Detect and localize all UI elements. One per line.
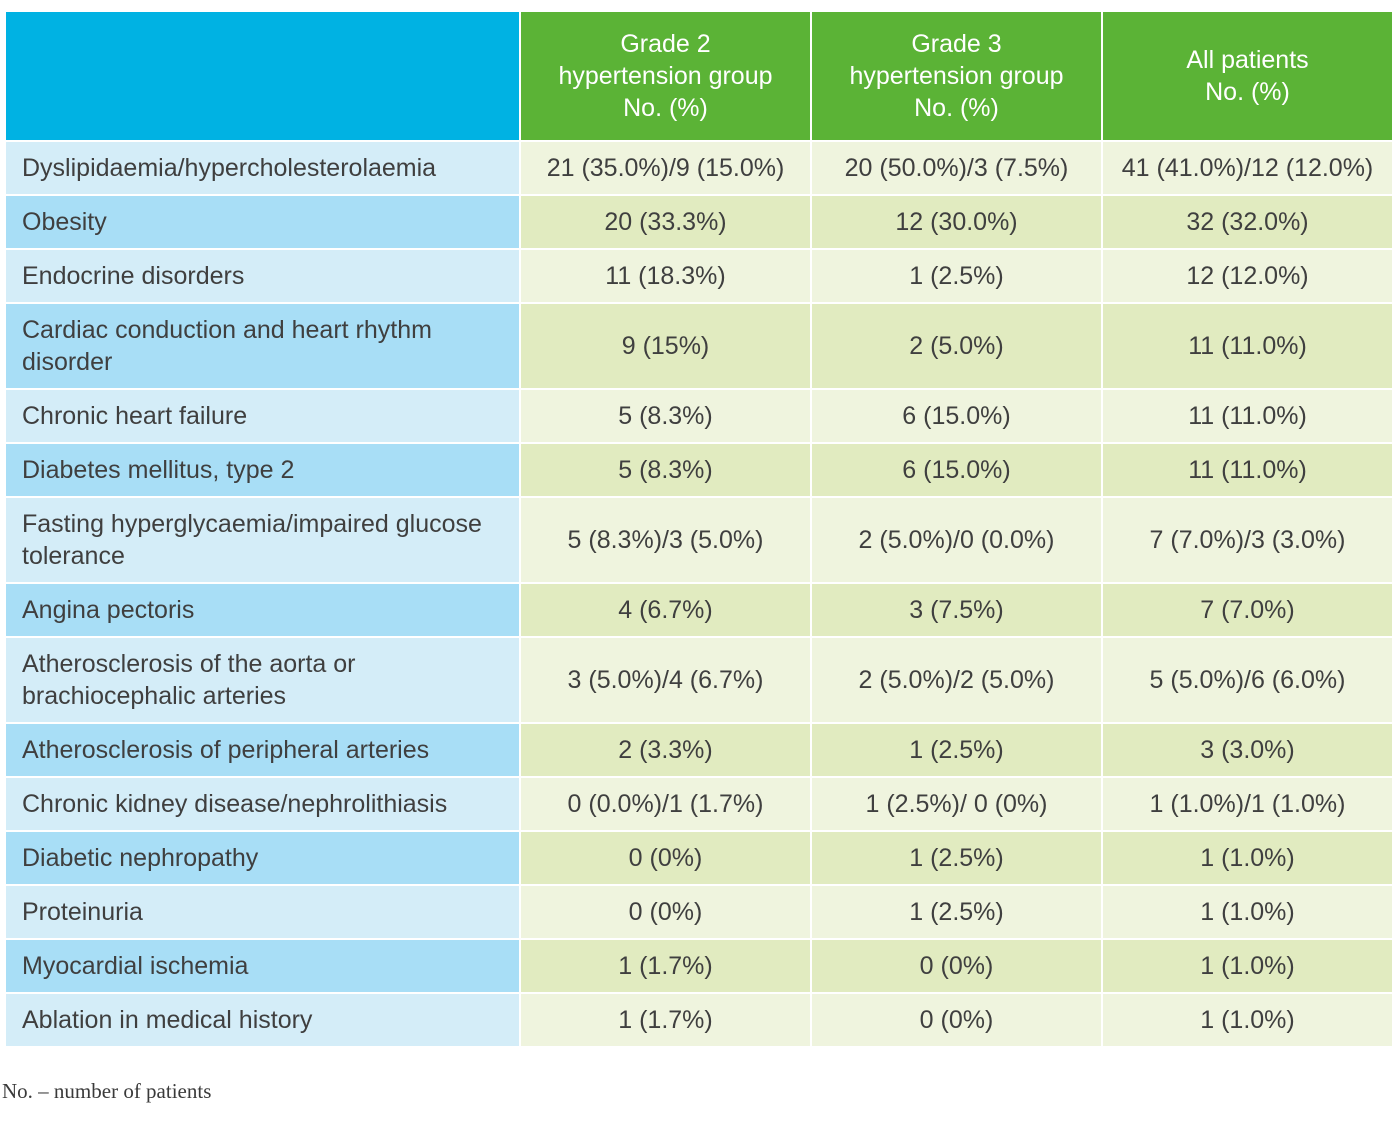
cell-grade3: 1 (2.5%) <box>810 884 1103 940</box>
cell-all: 7 (7.0%)/3 (3.0%) <box>1101 496 1394 584</box>
cell-all: 41 (41.0%)/12 (12.0%) <box>1101 140 1394 196</box>
cell-grade2: 0 (0%) <box>519 830 812 886</box>
row-label: Angina pectoris <box>4 582 521 638</box>
cell-grade3: 1 (2.5%)/ 0 (0%) <box>810 776 1103 832</box>
header-blank-cell <box>4 10 521 142</box>
row-label: Atherosclerosis of peripheral arteries <box>4 722 521 778</box>
cell-grade2: 3 (5.0%)/4 (6.7%) <box>519 636 812 724</box>
cell-grade3: 20 (50.0%)/3 (7.5%) <box>810 140 1103 196</box>
cell-all: 1 (1.0%) <box>1101 992 1394 1048</box>
row-label: Chronic heart failure <box>4 388 521 444</box>
row-label: Fasting hyperglycaemia/impaired glucose … <box>4 496 521 584</box>
cell-grade3: 1 (2.5%) <box>810 830 1103 886</box>
row-label: Endocrine disorders <box>4 248 521 304</box>
cell-all: 11 (11.0%) <box>1101 442 1394 498</box>
cell-grade2: 1 (1.7%) <box>519 938 812 994</box>
header-grade3-line3: No. (%) <box>914 94 999 122</box>
table-row: Fasting hyperglycaemia/impaired glucose … <box>4 496 1394 584</box>
cell-grade2: 0 (0%) <box>519 884 812 940</box>
table-row: Diabetes mellitus, type 2 5 (8.3%) 6 (15… <box>4 442 1394 498</box>
table-row: Obesity 20 (33.3%) 12 (30.0%) 32 (32.0%) <box>4 194 1394 250</box>
cell-grade3: 12 (30.0%) <box>810 194 1103 250</box>
cell-grade2: 20 (33.3%) <box>519 194 812 250</box>
cell-all: 1 (1.0%)/1 (1.0%) <box>1101 776 1394 832</box>
row-label: Myocardial ischemia <box>4 938 521 994</box>
header-all-line2: No. (%) <box>1205 78 1290 106</box>
cell-grade2: 4 (6.7%) <box>519 582 812 638</box>
cell-grade3: 2 (5.0%)/0 (0.0%) <box>810 496 1103 584</box>
header-grade2-line2: hypertension group <box>558 62 773 90</box>
cell-grade2: 2 (3.3%) <box>519 722 812 778</box>
cell-grade2: 0 (0.0%)/1 (1.7%) <box>519 776 812 832</box>
header-grade3-line2: hypertension group <box>849 62 1064 90</box>
row-label: Chronic kidney disease/nephrolithiasis <box>4 776 521 832</box>
row-label: Diabetic nephropathy <box>4 830 521 886</box>
cell-grade3: 6 (15.0%) <box>810 388 1103 444</box>
table-row: Endocrine disorders 11 (18.3%) 1 (2.5%) … <box>4 248 1394 304</box>
cell-grade3: 1 (2.5%) <box>810 248 1103 304</box>
row-label: Dyslipidaemia/hypercholesterolaemia <box>4 140 521 196</box>
table-row: Atherosclerosis of peripheral arteries 2… <box>4 722 1394 778</box>
cell-all: 12 (12.0%) <box>1101 248 1394 304</box>
row-label: Diabetes mellitus, type 2 <box>4 442 521 498</box>
table-row: Atherosclerosis of the aorta or brachioc… <box>4 636 1394 724</box>
cell-grade3: 3 (7.5%) <box>810 582 1103 638</box>
header-grade3: Grade 3 hypertension group No. (%) <box>810 10 1103 142</box>
table-row: Cardiac conduction and heart rhythm diso… <box>4 302 1394 390</box>
cell-all: 7 (7.0%) <box>1101 582 1394 638</box>
table-row: Angina pectoris 4 (6.7%) 3 (7.5%) 7 (7.0… <box>4 582 1394 638</box>
cell-grade2: 11 (18.3%) <box>519 248 812 304</box>
cell-grade2: 5 (8.3%)/3 (5.0%) <box>519 496 812 584</box>
table-row: Myocardial ischemia 1 (1.7%) 0 (0%) 1 (1… <box>4 938 1394 994</box>
row-label: Proteinuria <box>4 884 521 940</box>
row-label: Ablation in medical history <box>4 992 521 1048</box>
table-row: Chronic kidney disease/nephrolithiasis 0… <box>4 776 1394 832</box>
row-label: Cardiac conduction and heart rhythm diso… <box>4 302 521 390</box>
cell-all: 1 (1.0%) <box>1101 884 1394 940</box>
cell-grade3: 0 (0%) <box>810 992 1103 1048</box>
comorbidities-table: Grade 2 hypertension group No. (%) Grade… <box>4 10 1394 1048</box>
row-label: Atherosclerosis of the aorta or brachioc… <box>4 636 521 724</box>
footnote: No. – number of patients <box>2 1079 212 1103</box>
cell-all: 11 (11.0%) <box>1101 302 1394 390</box>
row-label: Obesity <box>4 194 521 250</box>
table-row: Proteinuria 0 (0%) 1 (2.5%) 1 (1.0%) <box>4 884 1394 940</box>
cell-grade3: 0 (0%) <box>810 938 1103 994</box>
header-all-patients: All patients No. (%) <box>1101 10 1394 142</box>
table-row: Chronic heart failure 5 (8.3%) 6 (15.0%)… <box>4 388 1394 444</box>
table-row: Dyslipidaemia/hypercholesterolaemia 21 (… <box>4 140 1394 196</box>
header-grade2-line1: Grade 2 <box>620 30 711 58</box>
cell-all: 3 (3.0%) <box>1101 722 1394 778</box>
cell-grade2: 21 (35.0%)/9 (15.0%) <box>519 140 812 196</box>
cell-grade3: 6 (15.0%) <box>810 442 1103 498</box>
header-grade3-line1: Grade 3 <box>911 30 1002 58</box>
table-row: Diabetic nephropathy 0 (0%) 1 (2.5%) 1 (… <box>4 830 1394 886</box>
cell-all: 1 (1.0%) <box>1101 830 1394 886</box>
cell-grade3: 2 (5.0%)/2 (5.0%) <box>810 636 1103 724</box>
cell-grade2: 5 (8.3%) <box>519 388 812 444</box>
table-row: Ablation in medical history 1 (1.7%) 0 (… <box>4 992 1394 1048</box>
header-grade2: Grade 2 hypertension group No. (%) <box>519 10 812 142</box>
cell-all: 32 (32.0%) <box>1101 194 1394 250</box>
cell-all: 5 (5.0%)/6 (6.0%) <box>1101 636 1394 724</box>
header-all-line1: All patients <box>1186 46 1309 74</box>
cell-all: 1 (1.0%) <box>1101 938 1394 994</box>
cell-grade2: 1 (1.7%) <box>519 992 812 1048</box>
header-grade2-line3: No. (%) <box>623 94 708 122</box>
cell-grade2: 5 (8.3%) <box>519 442 812 498</box>
cell-grade3: 1 (2.5%) <box>810 722 1103 778</box>
cell-grade2: 9 (15%) <box>519 302 812 390</box>
cell-grade3: 2 (5.0%) <box>810 302 1103 390</box>
cell-all: 11 (11.0%) <box>1101 388 1394 444</box>
header-row: Grade 2 hypertension group No. (%) Grade… <box>4 10 1394 142</box>
